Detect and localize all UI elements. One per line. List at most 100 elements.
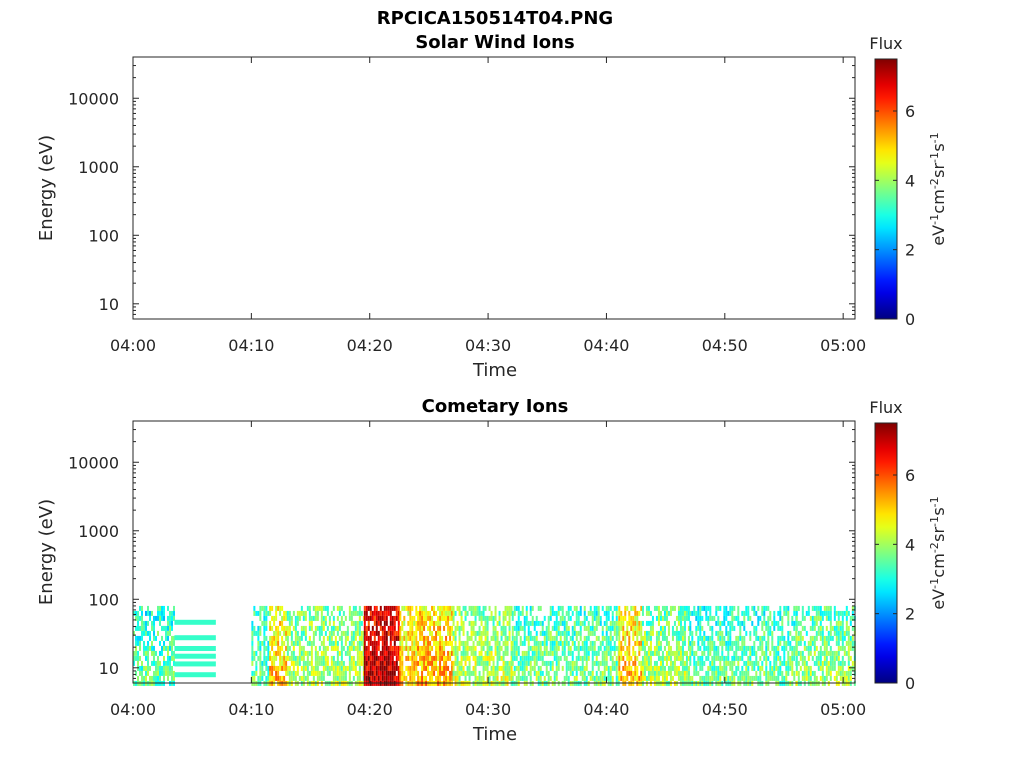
- heatmap-cell: [506, 645, 509, 651]
- heatmap-cell: [609, 655, 612, 661]
- heatmap-cell: [769, 610, 772, 616]
- heatmap-cell: [543, 615, 546, 621]
- heatmap-cell: [793, 670, 796, 676]
- heatmap-cell: [277, 645, 280, 651]
- heatmap-cell: [747, 655, 750, 661]
- heatmap-cell: [803, 640, 806, 646]
- heatmap-cell: [367, 665, 370, 671]
- heatmap-cell: [508, 620, 511, 626]
- heatmap-cell: [579, 665, 582, 671]
- heatmap-cell: [795, 610, 798, 616]
- heatmap-cell: [545, 625, 548, 631]
- heatmap-cell: [815, 610, 818, 616]
- heatmap-cell: [508, 630, 511, 636]
- heatmap-cell: [344, 615, 347, 621]
- heatmap-cell: [447, 615, 450, 621]
- heatmap-cell: [711, 615, 714, 621]
- heatmap-cell: [641, 655, 644, 661]
- heatmap-cell: [771, 640, 774, 646]
- heatmap-cell: [504, 610, 507, 616]
- heatmap-cell: [441, 610, 444, 616]
- heatmap-cell: [719, 655, 722, 661]
- heatmap-cell: [679, 660, 682, 666]
- heatmap-cell: [829, 645, 832, 651]
- heatmap-cell: [393, 630, 396, 636]
- heatmap-cell: [365, 630, 368, 636]
- heatmap-cell: [454, 630, 457, 636]
- heatmap-cell: [640, 640, 643, 646]
- heatmap-cell: [145, 610, 147, 616]
- heatmap-cell: [605, 665, 608, 671]
- heatmap-cell: [261, 640, 264, 646]
- heatmap-cell: [389, 615, 392, 621]
- heatmap-cell: [787, 615, 790, 621]
- heatmap-cell: [667, 645, 670, 651]
- heatmap-cell: [721, 665, 724, 671]
- heatmap-cell: [671, 660, 674, 666]
- heatmap-cell: [591, 625, 594, 631]
- heatmap-cell: [755, 635, 758, 641]
- heatmap-cell: [389, 630, 392, 636]
- heatmap-cell: [827, 605, 830, 611]
- heatmap-cell: [456, 660, 459, 666]
- heatmap-cell: [155, 675, 157, 681]
- heatmap-cell: [777, 650, 780, 656]
- heatmap-cell: [537, 650, 540, 656]
- heatmap-cell: [739, 625, 742, 631]
- heatmap-cell: [367, 645, 370, 651]
- heatmap-cell: [535, 640, 538, 646]
- heatmap-cell: [743, 670, 746, 676]
- heatmap-cell: [693, 610, 696, 616]
- heatmap-cell: [421, 670, 424, 676]
- heatmap-cell: [502, 615, 505, 621]
- heatmap-cell: [575, 620, 578, 626]
- heatmap-cell: [265, 620, 268, 626]
- heatmap-cell: [737, 660, 740, 666]
- heatmap-cell: [401, 660, 404, 666]
- heatmap-cell: [649, 650, 652, 656]
- heatmap-cell: [535, 645, 538, 651]
- heatmap-cell: [419, 650, 422, 656]
- heatmap-cell: [843, 670, 846, 676]
- heatmap-cell: [486, 635, 489, 641]
- heatmap-cell: [607, 650, 610, 656]
- heatmap-cell: [387, 605, 390, 611]
- heatmap-cell: [653, 660, 656, 666]
- heatmap-cell: [618, 640, 621, 646]
- heatmap-cell: [383, 615, 386, 621]
- heatmap-cell: [593, 650, 596, 656]
- heatmap-cell: [508, 610, 511, 616]
- heatmap-cell: [478, 610, 481, 616]
- heatmap-cell: [683, 665, 686, 671]
- heatmap-cell: [601, 660, 604, 666]
- heatmap-cell: [821, 610, 824, 616]
- heatmap-cell: [745, 665, 748, 671]
- heatmap-cell: [697, 635, 700, 641]
- heatmap-cell: [591, 665, 594, 671]
- heatmap-cell: [729, 640, 732, 646]
- heatmap-cell: [145, 665, 147, 671]
- heatmap-cell: [320, 605, 323, 611]
- heatmap-cell: [456, 665, 459, 671]
- heatmap-cell: [484, 660, 487, 666]
- heatmap-cell: [474, 630, 477, 636]
- heatmap-cell: [609, 630, 612, 636]
- heatmap-cell: [761, 665, 764, 671]
- heatmap-cell: [290, 620, 293, 626]
- heatmap-cell: [336, 605, 339, 611]
- heatmap-cell: [344, 640, 347, 646]
- heatmap-cell: [636, 625, 639, 631]
- heatmap-cell: [847, 675, 850, 681]
- heatmap-cell: [431, 630, 434, 636]
- heatmap-cell: [486, 675, 489, 681]
- heatmap-cell: [304, 650, 307, 656]
- heatmap-cell: [423, 655, 426, 661]
- heatmap-cell: [135, 610, 137, 616]
- heatmap-cell: [356, 655, 359, 661]
- heatmap-cell: [155, 665, 157, 671]
- heatmap-cell: [618, 610, 621, 616]
- heatmap-cell: [133, 610, 135, 616]
- heatmap-cell: [383, 620, 386, 626]
- heatmap-cell: [302, 655, 305, 661]
- heatmap-cell: [369, 640, 372, 646]
